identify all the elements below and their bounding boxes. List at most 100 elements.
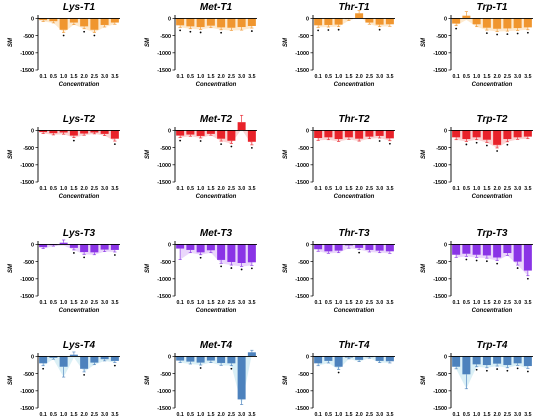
bar [324, 18, 333, 25]
x-tick-label: 0.5 [463, 412, 470, 417]
significance-marker [93, 34, 96, 37]
bar [452, 244, 461, 255]
x-tick-label: 3.0 [514, 300, 521, 306]
bar [482, 244, 491, 256]
significance-marker [83, 30, 86, 33]
y-tick-label: -1500 [433, 180, 447, 186]
bar [176, 130, 185, 136]
x-tick-label: 2.5 [366, 74, 373, 80]
x-tick-label: 3.0 [514, 74, 521, 80]
x-tick-label: 1.5 [483, 300, 490, 306]
y-axis-label: SM [421, 149, 427, 159]
y-axis-label: SM [421, 375, 427, 385]
x-tick-label: 0.1 [315, 74, 322, 80]
significance-marker [42, 367, 45, 370]
x-tick-label: 2.5 [228, 74, 235, 80]
x-tick-label: 0.5 [325, 300, 332, 306]
y-tick-label: -1000 [433, 277, 447, 283]
bar [344, 356, 353, 358]
significance-marker [250, 30, 253, 32]
y-tick-label: -1500 [157, 68, 171, 74]
y-tick-label: -1000 [295, 277, 309, 283]
bar [472, 130, 481, 138]
bar [513, 356, 522, 364]
significance-marker [113, 143, 116, 145]
significance-marker [516, 32, 519, 35]
significance-marker [199, 140, 202, 142]
chart-title: Thr-T3 [338, 228, 370, 239]
y-tick-label: 0 [306, 243, 309, 249]
bar [90, 18, 99, 30]
x-tick-label: 2.5 [504, 300, 511, 306]
x-tick-label: 2.0 [81, 74, 88, 80]
error-band [43, 130, 115, 142]
bar [385, 18, 394, 25]
x-tick-label: 3.0 [101, 74, 108, 80]
significance-marker [220, 31, 223, 34]
x-tick-label: 2.0 [494, 412, 501, 417]
significance-marker [485, 144, 488, 147]
bar [39, 130, 48, 133]
y-axis-label: SM [145, 37, 151, 47]
x-tick-label: 1.0 [335, 412, 342, 417]
x-tick-label: 1.0 [197, 74, 204, 80]
x-tick-label: 0.5 [50, 412, 57, 417]
bar [59, 242, 68, 245]
bar [80, 356, 89, 369]
x-tick-label: 1.5 [207, 74, 214, 80]
bar [110, 356, 119, 361]
x-tick-label: 1.0 [60, 186, 67, 192]
chart-title: Lys-T2 [63, 114, 96, 125]
x-tick-label: 0.5 [50, 300, 57, 306]
bar [247, 352, 256, 357]
x-tick-label: 0.1 [315, 412, 322, 417]
bar [217, 244, 226, 260]
x-tick-label: 0.1 [40, 412, 47, 417]
chart-title: Trp-T3 [477, 228, 508, 239]
chart-title: Lys-T1 [63, 2, 96, 13]
x-tick-label: 1.0 [473, 300, 480, 306]
significance-marker [455, 27, 458, 30]
significance-marker [485, 32, 488, 35]
bar [375, 18, 384, 25]
chart-panel: Lys-T1 0 -500 -1000 -1500 SM 0.1 0.5 1.0 1.5 2.0 2.… [8, 2, 120, 88]
x-tick-label: 2.0 [356, 300, 363, 306]
x-tick-label: 3.5 [111, 412, 118, 417]
chart-panel: Thr-T4 0 -500 -1000 -1500 SM 0.1 0.5 1.0 1.5 2.0 2.… [283, 340, 395, 417]
chart-panel: Met-T3 0 -500 -1000 -1500 SM 0.1 0.5 1.0 1.5 2.0 2.… [145, 228, 257, 314]
chart-title: Met-T1 [200, 2, 233, 13]
significance-marker [72, 139, 75, 142]
x-tick-label: 3.0 [238, 186, 245, 192]
significance-marker [526, 277, 529, 280]
bar [334, 130, 343, 140]
x-tick-label: 1.0 [60, 74, 67, 80]
y-tick-label: -500 [436, 372, 447, 378]
chart-title: Met-T2 [200, 114, 233, 125]
x-tick-label: 3.5 [248, 74, 255, 80]
x-tick-label: 1.0 [473, 412, 480, 417]
x-tick-label: 1.0 [335, 186, 342, 192]
y-axis-label: SM [421, 37, 427, 47]
x-tick-label: 3.5 [386, 74, 393, 80]
significance-marker [189, 30, 192, 33]
chart-panel: Trp-T2 0 -500 -1000 -1500 SM 0.1 0.5 1.0 1.5 2.0 2.… [421, 114, 533, 200]
bar [452, 130, 461, 138]
y-tick-label: 0 [31, 17, 34, 23]
bar [69, 354, 78, 357]
x-tick-label: 3.0 [238, 74, 245, 80]
x-tick-label: 1.5 [207, 186, 214, 192]
bar [217, 18, 226, 28]
bar [493, 18, 502, 29]
significance-marker [475, 259, 478, 262]
y-tick-label: -500 [160, 260, 171, 266]
y-axis-label: SM [8, 149, 14, 159]
x-tick-label: 1.5 [70, 74, 77, 80]
bar [247, 244, 256, 263]
y-tick-label: -1500 [157, 294, 171, 300]
bar [196, 18, 205, 28]
x-tick-label: 1.5 [345, 412, 352, 417]
x-tick-label: 1.5 [70, 300, 77, 306]
y-tick-label: -1500 [433, 294, 447, 300]
x-tick-label: 1.0 [197, 412, 204, 417]
x-axis-label: Concentration [196, 194, 237, 200]
